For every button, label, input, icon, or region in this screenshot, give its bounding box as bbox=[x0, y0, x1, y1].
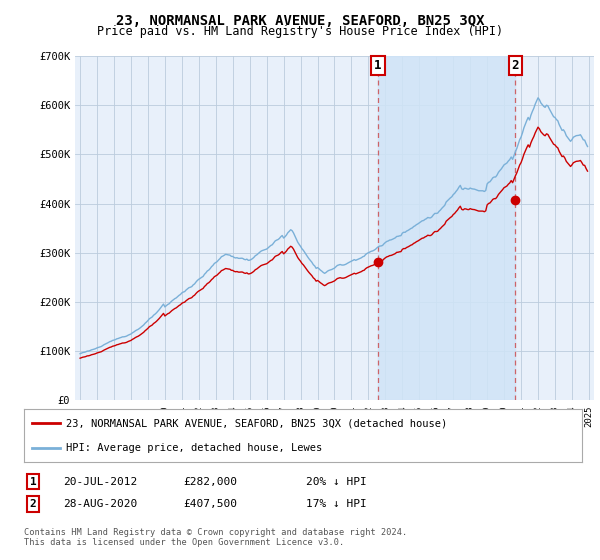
Text: HPI: Average price, detached house, Lewes: HPI: Average price, detached house, Lewe… bbox=[66, 442, 322, 452]
Text: 17% ↓ HPI: 17% ↓ HPI bbox=[306, 499, 367, 509]
Text: £407,500: £407,500 bbox=[183, 499, 237, 509]
Text: 2: 2 bbox=[512, 59, 519, 72]
Text: 1: 1 bbox=[29, 477, 37, 487]
Text: Contains HM Land Registry data © Crown copyright and database right 2024.
This d: Contains HM Land Registry data © Crown c… bbox=[24, 528, 407, 547]
Text: 23, NORMANSAL PARK AVENUE, SEAFORD, BN25 3QX: 23, NORMANSAL PARK AVENUE, SEAFORD, BN25… bbox=[116, 14, 484, 28]
Text: 23, NORMANSAL PARK AVENUE, SEAFORD, BN25 3QX (detached house): 23, NORMANSAL PARK AVENUE, SEAFORD, BN25… bbox=[66, 418, 447, 428]
Text: 20% ↓ HPI: 20% ↓ HPI bbox=[306, 477, 367, 487]
Text: 20-JUL-2012: 20-JUL-2012 bbox=[63, 477, 137, 487]
Text: £282,000: £282,000 bbox=[183, 477, 237, 487]
Text: 2: 2 bbox=[29, 499, 37, 509]
Bar bbox=[378, 56, 515, 400]
Text: Price paid vs. HM Land Registry's House Price Index (HPI): Price paid vs. HM Land Registry's House … bbox=[97, 25, 503, 38]
Text: 28-AUG-2020: 28-AUG-2020 bbox=[63, 499, 137, 509]
Text: 1: 1 bbox=[374, 59, 382, 72]
